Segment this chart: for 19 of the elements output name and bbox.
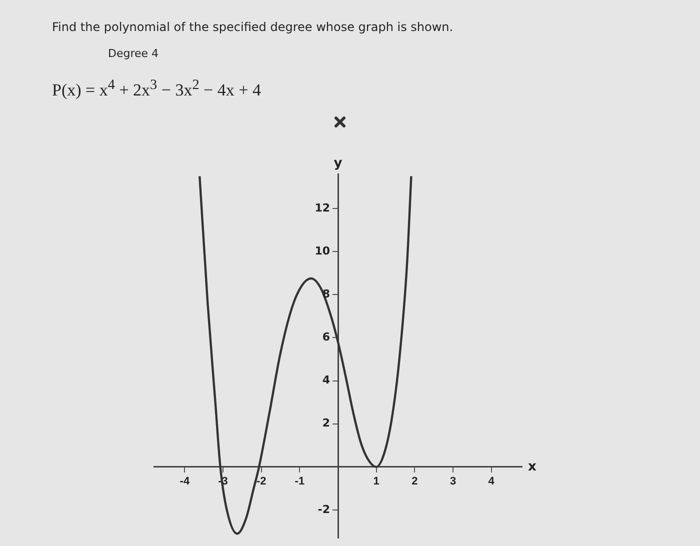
y-tick-label: 6 [322, 330, 330, 344]
line-series [198, 175, 412, 535]
chart-title: Find the polynomial of the specified degree whose graph is shown. [52, 20, 454, 34]
x-tick-label: -1 [294, 476, 305, 488]
y-tick-label: 10 [314, 244, 330, 258]
x-tick-label: -2 [256, 476, 266, 488]
text: P(x) = x$^{4}$ + 2x$^{3}$ − 3x$^{2}$ − 4x + 4 [52, 77, 261, 101]
x-tick-label: 4 [488, 476, 496, 488]
x-axis-title: x [528, 459, 537, 474]
chart-subtitle: Degree 4 [108, 47, 159, 60]
y-tick-label: -2 [318, 502, 330, 516]
x-tick-label: 1 [373, 476, 380, 488]
y-tick-label: 12 [314, 201, 330, 214]
x-tick-label: 2 [412, 476, 418, 488]
x-tick-label: 3 [450, 476, 456, 488]
y-tick-label: 4 [322, 374, 330, 387]
x-tick-label: -4 [180, 476, 190, 488]
y-tick-label: 2 [322, 416, 330, 430]
y-axis-title: y [334, 156, 343, 171]
